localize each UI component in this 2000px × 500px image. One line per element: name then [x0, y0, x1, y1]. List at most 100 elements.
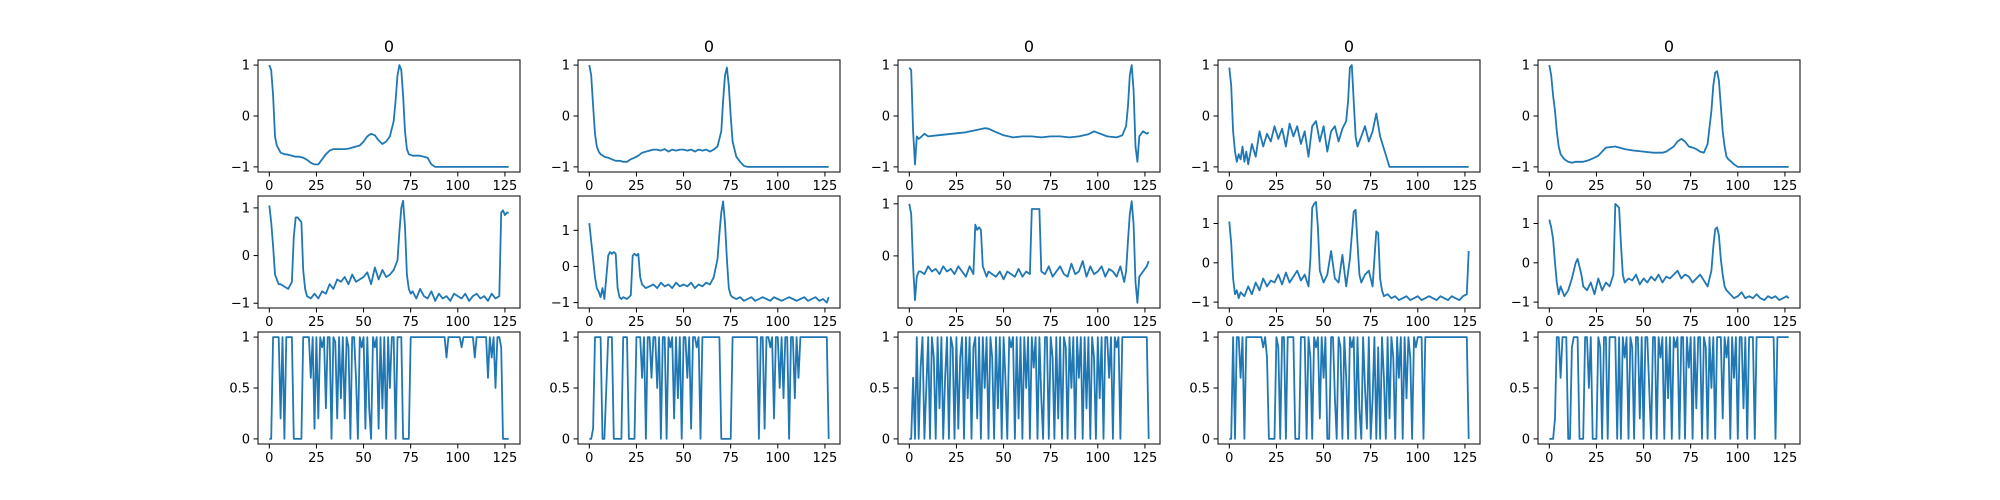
axes-frame: [257, 195, 521, 309]
x-tick-label: 100: [1405, 451, 1430, 466]
x-tick-label: 0: [1545, 451, 1553, 466]
y-tick-label: 0: [1522, 256, 1530, 271]
x-tick-label: 25: [1588, 179, 1605, 194]
subplot-r0-c3: 0 25 50 75 100 125 −1 0 1 0: [1191, 37, 1481, 194]
x-tick-label: 0: [585, 451, 593, 466]
x-tick-label: 75: [1042, 451, 1059, 466]
subplot-r2-c4: 0 25 50 75 100 125 0 0.5 1: [1509, 331, 1801, 466]
x-tick-label: 0: [1545, 179, 1553, 194]
y-tick-label: 0: [242, 432, 250, 447]
x-tick-label: 125: [493, 451, 518, 466]
y-tick-label: 1: [882, 197, 890, 212]
x-tick-label: 75: [402, 315, 419, 330]
x-tick-label: 50: [675, 315, 692, 330]
y-tick-label: 1: [1202, 59, 1210, 74]
series-line: [269, 336, 509, 440]
y-tick-label: 0: [562, 260, 570, 275]
y-tick-label: −1: [1191, 160, 1210, 175]
x-tick-label: 50: [1635, 451, 1652, 466]
x-tick-label: 50: [995, 179, 1012, 194]
x-tick-label: 25: [628, 451, 645, 466]
x-tick-label: 0: [585, 315, 593, 330]
y-tick-label: −1: [1191, 296, 1210, 311]
x-tick-label: 75: [1042, 315, 1059, 330]
x-tick-label: 0: [905, 179, 913, 194]
x-tick-label: 125: [1453, 451, 1478, 466]
x-tick-label: 50: [1635, 179, 1652, 194]
y-tick-label: −1: [871, 160, 890, 175]
x-tick-label: 100: [765, 451, 790, 466]
x-tick-label: 50: [1315, 451, 1332, 466]
x-tick-label: 50: [1315, 179, 1332, 194]
y-tick-label: −1: [551, 296, 570, 311]
y-tick-label: 0.5: [1189, 382, 1210, 397]
series-line: [1548, 64, 1789, 168]
x-tick-label: 125: [813, 451, 838, 466]
y-tick-label: 0: [242, 110, 250, 125]
x-tick-label: 125: [1773, 315, 1798, 330]
x-tick-label: 25: [308, 179, 325, 194]
x-tick-label: 25: [628, 179, 645, 194]
subplot-title: 0: [384, 37, 394, 56]
series-line: [268, 199, 509, 302]
x-tick-label: 0: [1225, 451, 1233, 466]
x-tick-label: 0: [265, 179, 273, 194]
y-tick-label: 0: [882, 249, 890, 264]
x-tick-label: 75: [722, 451, 739, 466]
subplot-r2-c0: 0 25 50 75 100 125 0 0.5 1: [229, 331, 521, 466]
series-line: [1229, 336, 1470, 440]
axes-frame: [897, 59, 1161, 173]
series-line: [588, 200, 830, 304]
x-tick-label: 0: [585, 179, 593, 194]
x-tick-label: 75: [1362, 315, 1379, 330]
x-tick-label: 25: [1268, 451, 1285, 466]
subplot-r0-c4: 0 25 50 75 100 125 −1 0 1 0: [1511, 37, 1801, 194]
y-tick-label: 0: [562, 110, 570, 125]
y-tick-label: 1: [562, 59, 570, 74]
x-tick-label: 100: [765, 315, 790, 330]
series-line: [1228, 200, 1470, 302]
subplot-title: 0: [1024, 37, 1034, 56]
y-tick-label: 0: [1202, 256, 1210, 271]
subplot-r2-c3: 0 25 50 75 100 125 0 0.5 1: [1189, 331, 1481, 466]
x-tick-label: 125: [1453, 179, 1478, 194]
x-tick-label: 125: [1133, 179, 1158, 194]
x-tick-label: 25: [1268, 315, 1285, 330]
x-tick-label: 50: [1315, 315, 1332, 330]
x-tick-label: 0: [265, 451, 273, 466]
y-tick-label: 0.5: [869, 382, 890, 397]
y-tick-label: 1: [1522, 331, 1530, 346]
subplot-title: 0: [704, 37, 714, 56]
x-tick-label: 0: [905, 451, 913, 466]
x-tick-label: 75: [1042, 179, 1059, 194]
subplot-r2-c1: 0 25 50 75 100 125 0 0.5 1: [549, 331, 841, 466]
series-line: [908, 200, 1150, 304]
x-tick-label: 50: [355, 179, 372, 194]
subplot-r1-c0: 0 25 50 75 100 125 −1 0 1: [231, 195, 521, 330]
subplot-title: 0: [1344, 37, 1354, 56]
subplot-r2-c2: 0 25 50 75 100 125 0 0.5 1: [869, 331, 1161, 466]
y-tick-label: 1: [242, 201, 250, 216]
x-tick-label: 100: [1725, 179, 1750, 194]
y-tick-label: 0: [1202, 432, 1210, 447]
x-tick-label: 100: [1725, 451, 1750, 466]
y-tick-label: 0.5: [229, 382, 250, 397]
x-tick-label: 100: [445, 179, 470, 194]
x-tick-label: 125: [813, 179, 838, 194]
x-tick-label: 125: [1133, 451, 1158, 466]
axes-frame: [257, 59, 521, 173]
y-tick-label: 1: [882, 59, 890, 74]
axes-frame: [1537, 59, 1801, 173]
x-tick-label: 100: [1085, 451, 1110, 466]
x-tick-label: 50: [355, 451, 372, 466]
subplot-r1-c2: 0 25 50 75 100 125 0 1: [882, 195, 1161, 330]
series-line: [908, 64, 1150, 166]
x-tick-label: 125: [493, 179, 518, 194]
y-tick-label: 0: [1522, 432, 1530, 447]
x-tick-label: 50: [995, 315, 1012, 330]
x-tick-label: 75: [1682, 179, 1699, 194]
x-tick-label: 125: [813, 315, 838, 330]
subplot-r1-c4: 0 25 50 75 100 125 −1 0 1: [1511, 195, 1801, 330]
axes-frame: [1537, 195, 1801, 309]
